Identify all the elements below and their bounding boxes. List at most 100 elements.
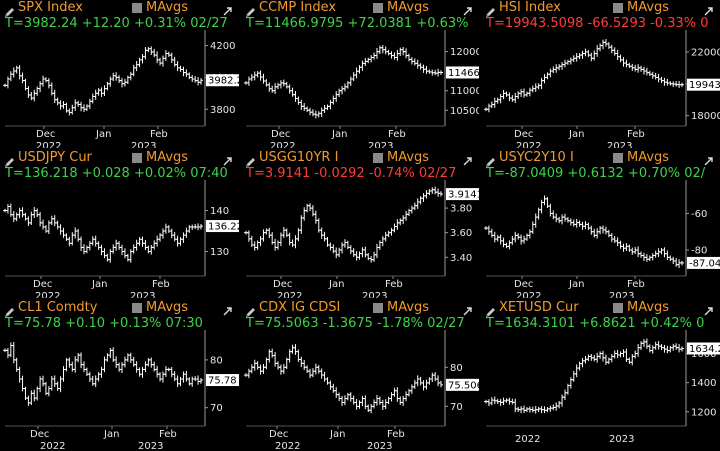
expand-icon[interactable] xyxy=(462,152,473,166)
chart-panel[interactable]: USGG10YR I MAvgs T=3.9141 -0.0292 -0.74%… xyxy=(241,150,479,298)
mavgs-checkbox[interactable] xyxy=(613,153,623,163)
ohlc-bar xyxy=(439,191,443,197)
x-year-label: 2022 xyxy=(516,291,541,298)
ohlc-bar xyxy=(412,379,417,389)
security-ticker[interactable]: USGG10YR I xyxy=(259,150,339,165)
quote-line: T=75.78 +0.10 +0.13% 07:30 xyxy=(5,316,203,331)
pencil-icon[interactable] xyxy=(485,3,497,17)
ohlc-bar xyxy=(52,215,57,227)
mavgs-checkbox[interactable] xyxy=(132,303,142,313)
ohlc-bar xyxy=(430,372,435,383)
last-price-marker: 3982.24 xyxy=(206,74,239,87)
chart-panel[interactable]: CCMP Index MAvgs T=11466.9795 +72.0381 +… xyxy=(241,0,479,148)
expand-icon[interactable] xyxy=(703,302,714,316)
expand-icon[interactable] xyxy=(222,152,233,166)
x-tick-label: Dec xyxy=(514,129,533,140)
chart-panel[interactable]: CL1 Comdty MAvgs T=75.78 +0.10 +0.13% 07… xyxy=(0,300,239,451)
security-ticker[interactable]: USDJPY Cur xyxy=(18,150,92,165)
security-ticker[interactable]: CL1 Comdty xyxy=(18,300,98,315)
expand-icon[interactable] xyxy=(462,302,473,316)
security-ticker[interactable]: XETUSD Cur xyxy=(499,300,579,315)
ohlc-bar xyxy=(87,371,92,383)
ohlc-bar xyxy=(140,366,145,378)
pencil-icon[interactable] xyxy=(4,153,16,167)
ohlc-bar xyxy=(278,80,283,89)
security-ticker[interactable]: CCMP Index xyxy=(259,0,337,15)
pencil-icon[interactable] xyxy=(4,3,16,17)
x-tick-label: Feb xyxy=(159,429,177,440)
chart-panel[interactable]: CDX IG CDSI MAvgs T=75.5063 -1.3675 -1.7… xyxy=(241,300,479,451)
ohlc-bar xyxy=(571,219,576,227)
ohlc-bar xyxy=(592,354,597,362)
ohlc-bar xyxy=(374,48,379,59)
mavgs-label[interactable]: MAvgs xyxy=(387,150,430,165)
security-ticker[interactable]: HSI Index xyxy=(499,0,561,15)
x-year-label: 2023 xyxy=(362,291,387,298)
mavgs-checkbox[interactable] xyxy=(373,153,383,163)
ohlc-bar xyxy=(125,75,130,84)
x-tick-label: Dec xyxy=(269,429,288,440)
expand-icon[interactable] xyxy=(703,152,714,166)
ohlc-bar xyxy=(46,78,51,89)
security-ticker[interactable]: SPX Index xyxy=(18,0,83,15)
pencil-icon[interactable] xyxy=(485,303,497,317)
quote-line: T=3982.24 +12.20 +0.31% 02/27 xyxy=(5,16,228,31)
mavgs-checkbox[interactable] xyxy=(132,3,142,13)
ohlc-bar xyxy=(621,57,626,67)
y-tick-label: 22000 xyxy=(691,47,720,58)
ohlc-bar xyxy=(32,89,37,102)
ohlc-bar xyxy=(513,398,518,413)
security-ticker[interactable]: CDX IG CDSI xyxy=(259,300,341,315)
pencil-icon[interactable] xyxy=(245,303,257,317)
pencil-icon[interactable] xyxy=(485,153,497,167)
ohlc-bar xyxy=(79,236,84,252)
chart-panel[interactable]: HSI Index MAvgs T=19943.5098 -66.5293 -0… xyxy=(481,0,720,148)
chart-panel[interactable]: SPX Index MAvgs T=3982.24 +12.20 +0.31% … xyxy=(0,0,239,148)
mavgs-label[interactable]: MAvgs xyxy=(627,300,670,315)
pencil-icon[interactable] xyxy=(4,303,16,317)
security-ticker[interactable]: USYC2Y10 I xyxy=(499,150,574,165)
mavgs-checkbox[interactable] xyxy=(613,303,623,313)
chart-panel[interactable]: XETUSD Cur MAvgs T=1634.3101 +6.8621 +0.… xyxy=(481,300,720,451)
pencil-icon[interactable] xyxy=(245,153,257,167)
mavgs-label[interactable]: MAvgs xyxy=(387,0,430,15)
expand-icon[interactable] xyxy=(703,2,714,16)
ohlc-bar xyxy=(601,350,606,362)
ohlc-bar xyxy=(267,227,272,239)
ohlc-bar xyxy=(433,69,438,76)
expand-icon[interactable] xyxy=(222,2,233,16)
mavgs-checkbox[interactable] xyxy=(373,3,383,13)
ohlc-bar xyxy=(595,228,600,239)
ohlc-bar xyxy=(273,238,278,251)
mavgs-label[interactable]: MAvgs xyxy=(146,300,189,315)
ohlc-bar xyxy=(293,91,298,102)
mavgs-label[interactable]: MAvgs xyxy=(627,150,670,165)
ohlc-bar xyxy=(172,56,177,67)
ohlc-bar xyxy=(409,205,414,214)
ohlc-bar xyxy=(574,218,579,228)
expand-icon[interactable] xyxy=(222,302,233,316)
ohlc-bar xyxy=(29,390,34,405)
mavgs-checkbox[interactable] xyxy=(373,303,383,313)
ohlc-bar xyxy=(166,225,171,233)
ohlc-bar xyxy=(680,82,684,88)
mavgs-label[interactable]: MAvgs xyxy=(146,150,189,165)
mavgs-label[interactable]: MAvgs xyxy=(627,0,670,15)
ohlc-bar xyxy=(574,364,579,378)
ohlc-bar xyxy=(258,70,263,81)
pencil-icon[interactable] xyxy=(245,3,257,17)
mavgs-label[interactable]: MAvgs xyxy=(146,0,189,15)
x-year-label: 2023 xyxy=(609,434,634,445)
expand-icon[interactable] xyxy=(462,2,473,16)
mavgs-checkbox[interactable] xyxy=(613,3,623,13)
mavgs-label[interactable]: MAvgs xyxy=(387,300,430,315)
ohlc-bar xyxy=(90,93,95,104)
chart-panel[interactable]: USYC2Y10 I MAvgs T=-87.0409 +0.6132 +0.7… xyxy=(481,150,720,298)
ohlc-bar xyxy=(677,344,682,353)
ohlc-bar xyxy=(252,359,257,371)
chart-panel[interactable]: USDJPY Cur MAvgs T=136.218 +0.028 +0.02%… xyxy=(0,150,239,298)
ohlc-bar xyxy=(299,99,304,110)
ohlc-bar xyxy=(372,399,377,409)
mavgs-checkbox[interactable] xyxy=(132,153,142,163)
ohlc-bar xyxy=(545,407,550,413)
